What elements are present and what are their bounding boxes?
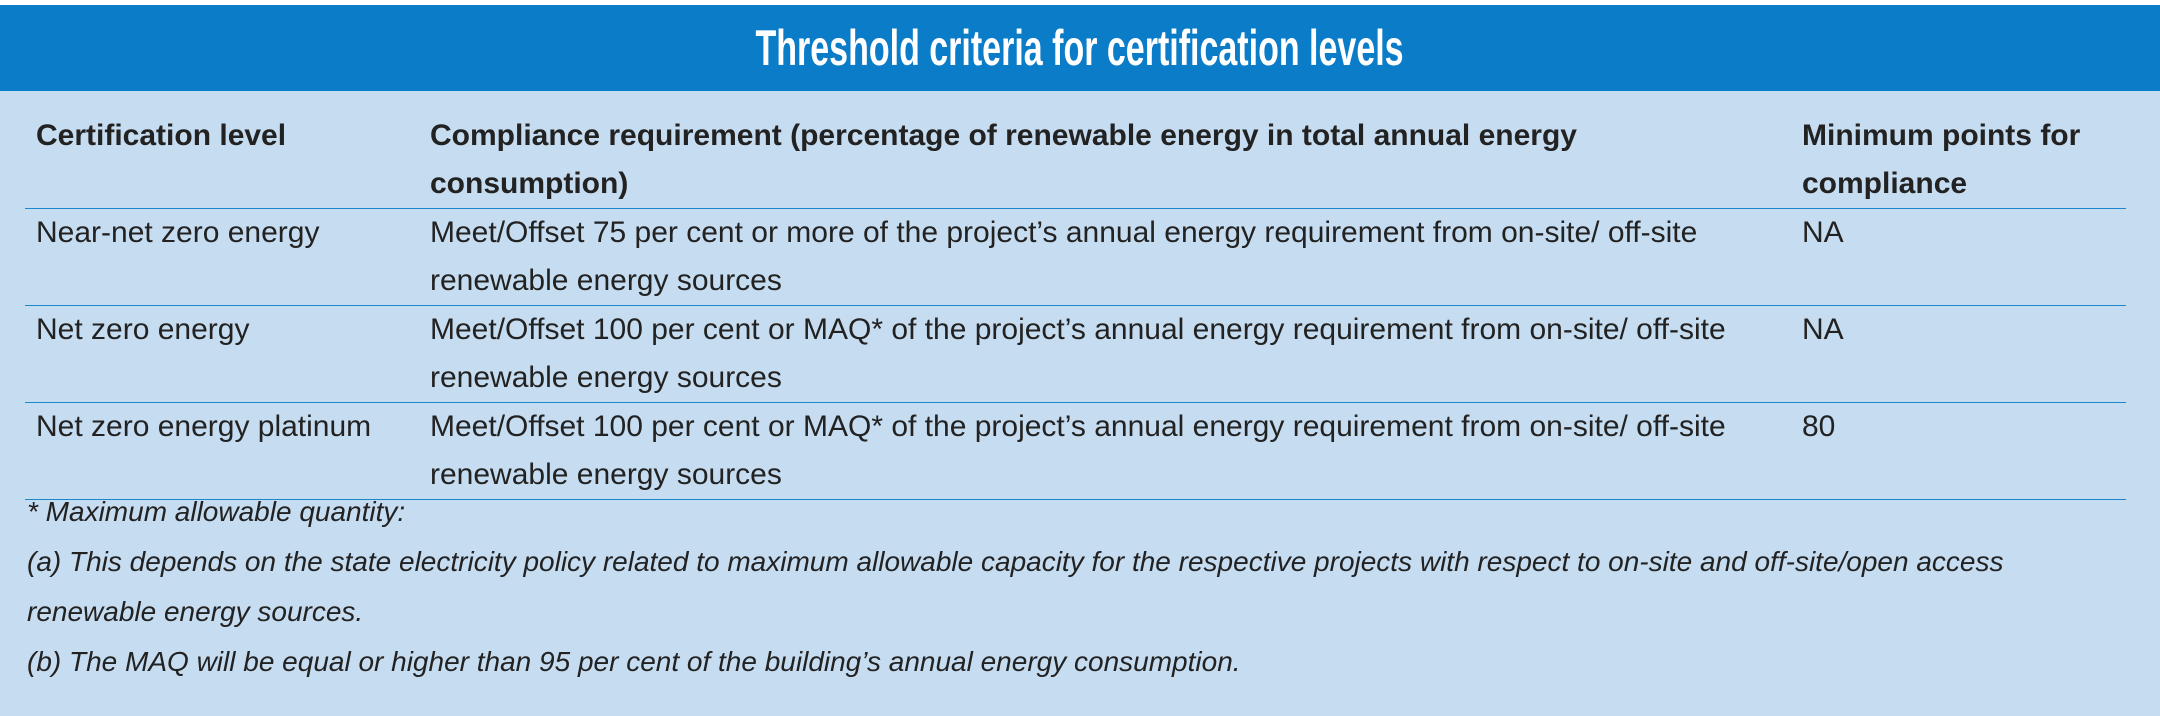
table-row: Net zero energy platinum Meet/Offset 100 … bbox=[25, 402, 2126, 500]
footnote: (b) The MAQ will be equal or higher than… bbox=[27, 646, 1241, 677]
table-cell: NA bbox=[1791, 208, 2126, 306]
banner: Threshold criteria for certification lev… bbox=[0, 5, 2160, 91]
footnote: (a) This depends on the state electricit… bbox=[27, 546, 2004, 627]
table-cell: Meet/Offset 100 per cent or MAQ* of the … bbox=[419, 402, 1791, 500]
table: Certification level Compliance requiremen… bbox=[25, 112, 2126, 500]
table-body: Near-net zero energy Meet/Offset 75 per c… bbox=[25, 208, 2126, 500]
header-row: Certification level Compliance requiremen… bbox=[25, 112, 2126, 209]
header-cell: Compliance requirement (percentage of re… bbox=[419, 112, 1791, 209]
header-cell: Minimum points for compliance bbox=[1791, 112, 2126, 209]
table-row: Net zero energy Meet/Offset 100 per cent … bbox=[25, 305, 2126, 403]
footnotes: * Maximum allowable quantity: (a) This de… bbox=[27, 487, 2107, 687]
table-row: Near-net zero energy Meet/Offset 75 per c… bbox=[25, 208, 2126, 306]
table-cell: Meet/Offset 100 per cent or MAQ* of the … bbox=[419, 305, 1791, 403]
title: Threshold criteria for certification lev… bbox=[755, 20, 1405, 76]
table-cell: NA bbox=[1791, 305, 2126, 403]
table-cell: Near-net zero energy bbox=[25, 208, 419, 306]
panel: Threshold criteria for certification lev… bbox=[0, 5, 2160, 716]
table-cell: Net zero energy bbox=[25, 305, 419, 403]
table-cell: 80 bbox=[1791, 402, 2126, 500]
table-cell: Net zero energy platinum bbox=[25, 402, 419, 500]
footnote: * Maximum allowable quantity: bbox=[27, 496, 406, 527]
table-cell: Meet/Offset 75 per cent or more of the p… bbox=[419, 208, 1791, 306]
header-cell: Certification level bbox=[25, 112, 419, 209]
